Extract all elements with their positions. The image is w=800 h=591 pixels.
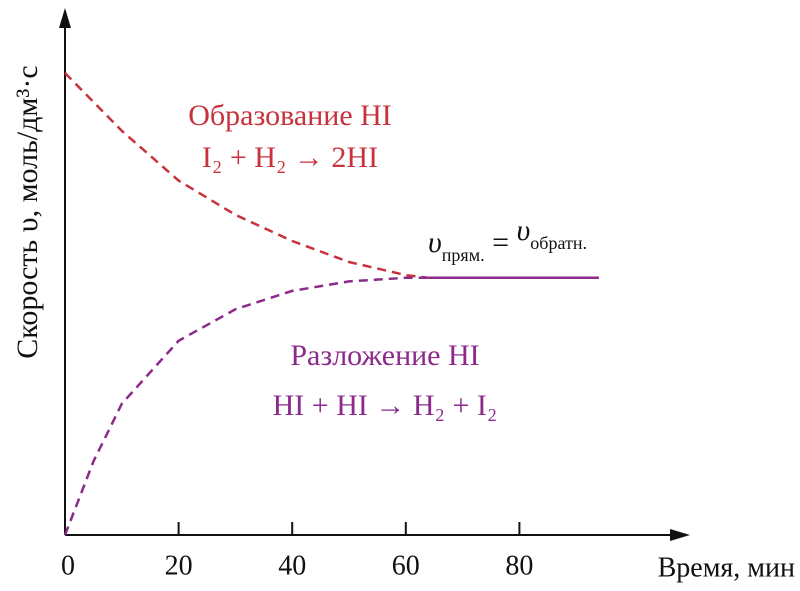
- series-line: [63, 276, 429, 536]
- x-axis-arrow: [670, 529, 690, 541]
- series-label: Разложение HI: [290, 339, 479, 372]
- series-line: [64, 72, 429, 280]
- series-equation: I₂ + H₂ → 2HI: [202, 141, 378, 174]
- x-tick-label: 80: [505, 550, 533, 581]
- y-axis-arrow: [59, 8, 71, 28]
- x-tick-label: 0: [61, 550, 75, 581]
- series-equation: HI + HI → H₂ + I₂: [273, 389, 498, 422]
- equilibrium-label: υпрям. = υобратн.: [428, 214, 587, 265]
- x-axis-label: Время, мин: [658, 552, 795, 583]
- x-tick-label: 60: [392, 550, 420, 581]
- x-tick-label: 20: [165, 550, 193, 581]
- equilibrium-label-part: υ: [428, 226, 442, 259]
- y-axis-label: Скорость υ, моль/дм³·с: [11, 65, 44, 358]
- equilibrium-label-part: =: [485, 226, 517, 259]
- x-tick-label: 40: [278, 550, 306, 581]
- equilibrium-label-part: υ: [517, 214, 531, 247]
- equilibrium-label-part: прям.: [442, 245, 485, 265]
- series-label: Образование HI: [188, 99, 392, 132]
- equilibrium-label-part: обратн.: [530, 233, 587, 253]
